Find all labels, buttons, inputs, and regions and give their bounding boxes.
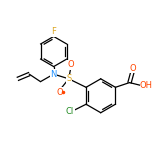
Text: O: O <box>67 60 74 69</box>
Text: O: O <box>56 88 63 97</box>
Text: O: O <box>129 64 136 73</box>
Text: Cl: Cl <box>66 107 74 116</box>
Text: S: S <box>66 74 71 83</box>
Text: N: N <box>50 70 57 79</box>
Text: OH: OH <box>140 81 152 90</box>
Text: F: F <box>51 27 56 36</box>
